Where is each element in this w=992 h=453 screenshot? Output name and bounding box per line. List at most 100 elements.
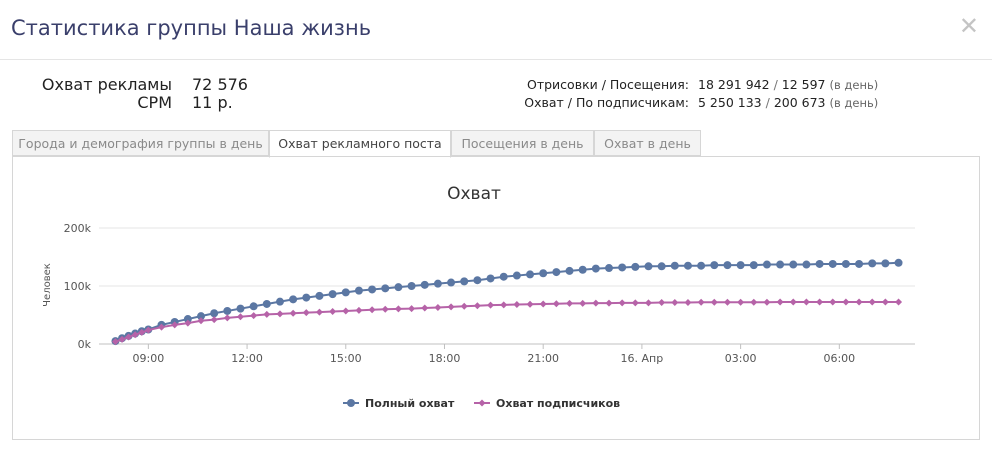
data-point (749, 261, 758, 270)
data-point (895, 298, 903, 306)
data-point (762, 260, 771, 269)
data-point (828, 259, 837, 268)
x-tick-label: 09:00 (133, 352, 165, 365)
data-point (750, 298, 758, 306)
data-point (737, 298, 745, 306)
series-line (115, 300, 899, 343)
data-point (552, 268, 561, 277)
stat-value-a: 5 250 133 (698, 95, 762, 110)
data-point (500, 301, 508, 309)
data-point (816, 298, 824, 306)
data-point (210, 316, 218, 324)
stat-impressions: Отрисовки / Посещения: 18 291 942 / 12 5… (0, 76, 992, 94)
data-point (513, 301, 521, 309)
data-point (381, 284, 390, 293)
data-point (605, 299, 613, 307)
data-point (487, 301, 495, 309)
data-point (184, 319, 192, 327)
data-point (131, 331, 139, 339)
data-point (499, 272, 508, 281)
stat-value: 18 291 942 / 12 597 (в день) (698, 76, 878, 94)
stat-label: Охват / По подписчикам: (524, 95, 689, 110)
y-tick-label: 100k (64, 280, 92, 293)
data-point (763, 298, 771, 306)
data-point (394, 305, 402, 313)
stat-value-b: 200 673 (773, 95, 826, 110)
data-point (710, 298, 718, 306)
stat-value-a: 18 291 942 (698, 77, 770, 92)
data-point (197, 312, 205, 321)
legend-marker (478, 399, 486, 407)
data-point (789, 260, 798, 269)
data-point (631, 299, 639, 307)
data-point (118, 335, 126, 343)
x-tick-label: 21:00 (527, 352, 559, 365)
data-point (644, 299, 652, 307)
tab-cities-demography[interactable]: Города и демография группы в день (12, 130, 269, 156)
data-point (355, 306, 363, 314)
data-point (526, 270, 535, 279)
data-point (158, 323, 166, 331)
data-point (210, 309, 219, 318)
stat-value: 72 576 (192, 75, 248, 94)
per-day-note: (в день) (829, 96, 879, 110)
data-point (447, 303, 455, 311)
data-point (684, 299, 692, 307)
data-point (618, 299, 626, 307)
legend-marker (347, 399, 355, 407)
data-point (289, 309, 297, 317)
data-point (473, 276, 482, 285)
data-point (526, 300, 534, 308)
stat-reach: Охват рекламы 72 576 (0, 75, 248, 94)
data-point (539, 269, 548, 278)
x-tick-label: 18:00 (429, 352, 461, 365)
data-point (566, 299, 574, 307)
data-point (579, 299, 587, 307)
modal-header: Статистика группы Наша жизнь ✕ (0, 0, 992, 60)
data-point (421, 304, 429, 312)
stat-label: CPM (137, 93, 172, 112)
data-point (447, 278, 456, 287)
data-point (275, 297, 284, 306)
data-point (644, 262, 653, 271)
data-point (631, 262, 640, 271)
data-point (855, 259, 864, 268)
tab-ad-post-reach[interactable]: Охват рекламного поста (269, 130, 451, 158)
data-point (249, 302, 258, 311)
y-tick-label: 200k (64, 222, 92, 235)
data-point (592, 299, 600, 307)
data-point (250, 312, 258, 320)
data-point (486, 274, 495, 283)
data-point (434, 303, 442, 311)
data-point (329, 308, 337, 316)
data-point (460, 277, 469, 286)
data-point (578, 265, 587, 274)
data-point (302, 309, 310, 317)
data-point (881, 298, 889, 306)
data-point (802, 298, 810, 306)
data-point (368, 285, 377, 294)
close-icon[interactable]: ✕ (958, 12, 979, 40)
chart-title: Охват (447, 184, 501, 204)
data-point (407, 282, 416, 290)
data-point (223, 306, 232, 315)
data-point (618, 263, 627, 272)
data-point (171, 321, 179, 329)
data-point (710, 261, 719, 270)
stat-value: 11 р. (192, 93, 233, 112)
data-point (855, 298, 863, 306)
data-point (420, 280, 429, 289)
data-point (236, 313, 244, 321)
legend-label: Полный охват (365, 397, 455, 410)
tab-visits-per-day[interactable]: Посещения в день (451, 130, 594, 156)
data-point (111, 338, 119, 346)
chart-panel: Охват Человек 0k 100k 200k 09:00 12:00 15:00 18:… (12, 156, 980, 440)
data-point (658, 299, 666, 307)
stat-label: Охват рекламы (41, 75, 172, 94)
data-point (723, 261, 732, 270)
data-point (289, 295, 298, 304)
data-point (894, 258, 903, 267)
per-day-note: (в день) (829, 78, 879, 92)
tab-reach-per-day[interactable]: Охват в день (594, 130, 701, 156)
stat-cpm: CPM 11 р. (0, 94, 240, 112)
